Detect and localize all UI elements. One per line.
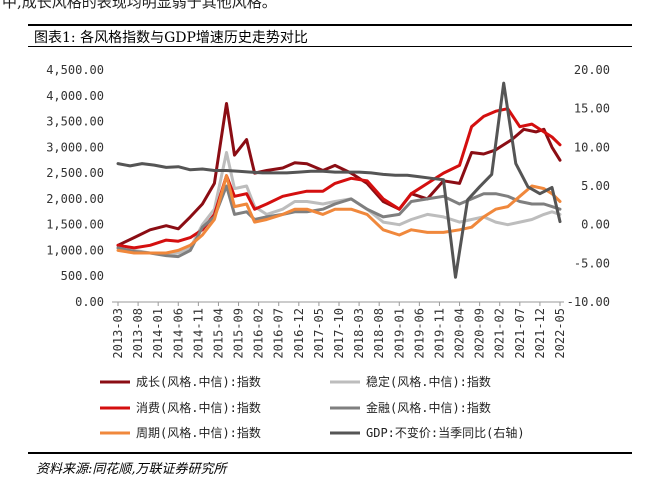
- source-footer: 资料来源:同花顺,万联证券研究所: [28, 452, 632, 482]
- series-line: [116, 81, 562, 279]
- left-axis-tick-label: 4,500.00: [46, 63, 104, 77]
- right-axis-tick-label: 5.00: [581, 179, 610, 193]
- left-axis-tick-label: 2,500.00: [46, 166, 104, 180]
- series-line: [116, 174, 562, 255]
- right-axis-tick-label: 20.00: [574, 63, 610, 77]
- left-axis-tick-label: 0.00: [75, 295, 104, 309]
- title-top-rule: [28, 24, 632, 26]
- x-axis-tick-label: 2021-02: [493, 308, 507, 359]
- legend-label: 周期(风格.中信):指数: [136, 425, 261, 440]
- x-axis-tick-label: 2019-06: [412, 308, 426, 359]
- legend-label: 稳定(风格.中信):指数: [366, 374, 491, 389]
- chart-series-lines: [116, 81, 562, 279]
- left-axis-tick-label: 3,500.00: [46, 115, 104, 129]
- x-axis-tick-label: 2016-12: [292, 308, 306, 359]
- x-axis-tick-label: 2016-07: [272, 308, 286, 359]
- chart-axes: 0.00 500.00 1,000.00 1,500.00 2,000.00 2,500.…: [46, 63, 610, 359]
- legend-label: 成长(风格.中信):指数: [136, 374, 261, 389]
- x-axis-tick-label: 2016-02: [252, 308, 266, 359]
- x-axis-tick-label: 2021-12: [533, 308, 547, 359]
- figure-title: 图表1: 各风格指数与GDP增速历史走势对比: [34, 30, 308, 46]
- footer-rule: [28, 452, 632, 454]
- source-note: 资料来源:同花顺,万联证券研究所: [36, 462, 227, 477]
- x-axis-tick-label: 2013-03: [111, 308, 125, 359]
- series-line: [116, 184, 562, 259]
- left-axis-tick-label: 3,000.00: [46, 140, 104, 154]
- legend-label: GDP:不变价:当季同比(右轴): [366, 425, 525, 440]
- left-axis-tick-label: 1,500.00: [46, 218, 104, 232]
- x-axis-tick-label: 2020-09: [473, 308, 487, 359]
- x-axis-tick-label: 2018-03: [352, 308, 366, 359]
- left-axis-tick-label: 2,000.00: [46, 192, 104, 206]
- left-axis-tick-label: 4,000.00: [46, 89, 104, 103]
- x-axis-tick-label: 2019-01: [392, 308, 406, 359]
- left-axis-tick-label: 500.00: [61, 269, 104, 283]
- x-axis-tick-label: 2019-11: [432, 308, 446, 359]
- figure-title-bar: 图表1: 各风格指数与GDP增速历史走势对比: [28, 24, 632, 48]
- legend-label: 金融(风格.中信):指数: [366, 400, 491, 415]
- series-line: [116, 102, 562, 247]
- legend-label: 消费(风格.中信):指数: [136, 400, 261, 415]
- x-axis-tick-label: 2021-07: [513, 308, 527, 359]
- right-axis-tick-label: 0.00: [581, 218, 610, 232]
- right-axis-tick-label: -5.00: [574, 256, 610, 270]
- x-axis-tick-label: 2017-10: [332, 308, 346, 359]
- right-axis-tick-label: -10.00: [567, 295, 610, 309]
- cropped-header-text: 中,成长风格的表现均明显弱于其他风格。: [0, 0, 654, 10]
- x-axis-tick-label: 2014-06: [171, 308, 185, 359]
- x-axis-tick-label: 2013-08: [131, 308, 145, 359]
- title-bottom-rule: [28, 46, 632, 47]
- x-axis-tick-label: 2017-05: [312, 308, 326, 359]
- header-fragment: 中,成长风格的表现均明显弱于其他风格。: [2, 0, 277, 10]
- x-axis-tick-label: 2022-05: [553, 308, 567, 359]
- x-axis-tick-label: 2015-04: [211, 308, 225, 359]
- series-line: [116, 107, 562, 250]
- x-axis-tick-label: 2014-01: [151, 308, 165, 359]
- left-axis-tick-label: 1,000.00: [46, 243, 104, 257]
- right-axis-tick-label: 10.00: [574, 140, 610, 154]
- right-axis-tick-label: 15.00: [574, 102, 610, 116]
- x-axis-tick-label: 2015-09: [232, 308, 246, 359]
- x-axis-tick-label: 2018-08: [372, 308, 386, 359]
- x-axis-tick-label: 2014-11: [191, 308, 205, 359]
- x-axis-tick-label: 2020-04: [453, 308, 467, 359]
